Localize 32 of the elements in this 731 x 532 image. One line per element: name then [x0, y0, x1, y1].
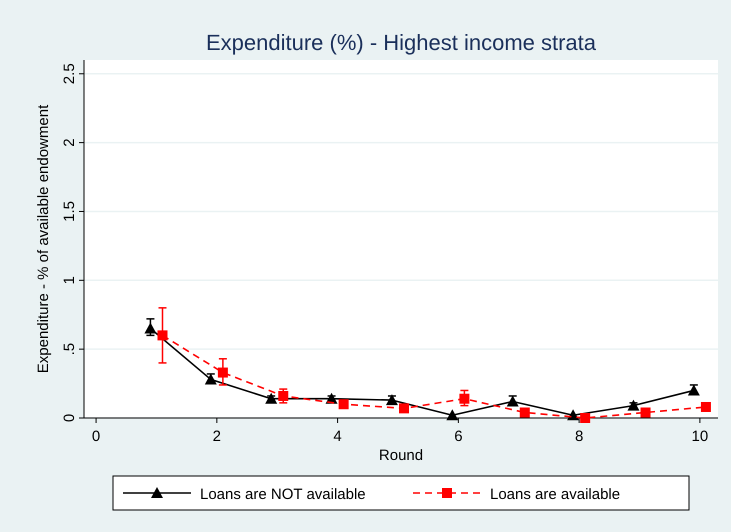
point: [157, 330, 168, 340]
x-tick-label: 6: [454, 428, 463, 445]
legend-label: Loans are available: [490, 486, 620, 503]
point: [386, 394, 398, 406]
point: [627, 400, 640, 411]
x-tick-label: 0: [92, 428, 100, 445]
y-tick-label: 1: [61, 276, 78, 284]
x-tick-label: 10: [692, 428, 708, 445]
chart-title: Expenditure (%) - Highest income strata: [206, 30, 597, 55]
point: [459, 394, 470, 404]
legend-label: Loans are NOT available: [200, 486, 366, 503]
y-tick-label: 0: [61, 414, 78, 422]
point: [640, 407, 651, 418]
y-tick-label: 2: [61, 138, 78, 147]
point: [338, 399, 349, 410]
y-tick-label: 2.5: [61, 63, 78, 84]
point: [446, 409, 458, 420]
point: [399, 403, 410, 414]
point: [144, 322, 156, 334]
x-tick-label: 2: [212, 428, 222, 445]
point: [265, 392, 278, 404]
point: [520, 407, 530, 418]
x-axis-title: Round: [378, 447, 424, 464]
point: [580, 413, 590, 423]
point: [278, 390, 288, 401]
y-tick-label: .5: [61, 342, 78, 356]
point: [218, 368, 228, 378]
x-tick-label: 8: [574, 428, 584, 445]
x-tick-label: 4: [333, 428, 342, 445]
y-tick-label: 1.5: [61, 201, 78, 222]
y-axis-title: Expenditure - % of available endowment: [35, 104, 52, 374]
point: [700, 402, 711, 412]
